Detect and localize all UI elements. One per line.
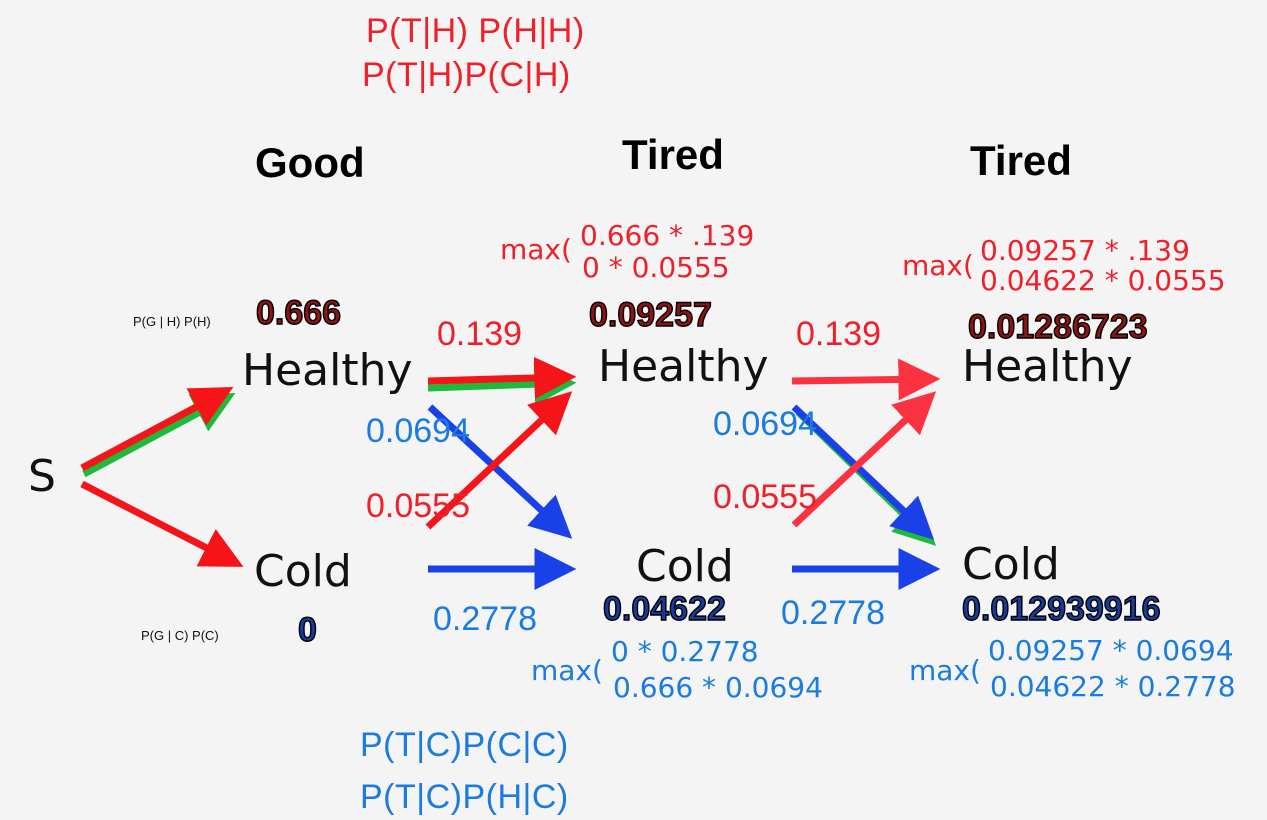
formula-top-line2: P(T|H)P(C|H) <box>362 56 571 94</box>
step1-cold-state: Cold <box>254 546 352 597</box>
step2-healthy-value: 0.09257 <box>588 296 712 334</box>
step3-cold-value: 0.012939916 <box>961 590 1161 628</box>
step2-healthy-max-line1: 0.666 * .139 <box>580 219 755 252</box>
step1-healthy-note: P(G | H) P(H) <box>133 314 211 329</box>
transition-cc-label-2: 0.2778 <box>781 594 885 632</box>
arrow-start-to-healthy <box>80 387 234 472</box>
arrow-start-to-cold <box>80 480 244 567</box>
arrow-c2-to-h3 <box>791 391 937 528</box>
step2-healthy-max-line2: 0 * 0.0555 <box>582 251 730 284</box>
step3-cold-max-line2: 0.04622 * 0.2778 <box>990 670 1236 703</box>
transition-hh-label-2: 0.139 <box>796 315 882 353</box>
step2-healthy-max-label: max( <box>500 233 572 266</box>
step2-cold-max-line1: 0 * 0.2778 <box>611 635 759 668</box>
step1-cold-note: P(G | C) P(C) <box>141 628 219 643</box>
arrow-h2-to-h3 <box>791 358 941 401</box>
observation-1: Good <box>255 139 365 186</box>
step2-cold-value: 0.04622 <box>602 590 726 628</box>
step1-healthy-state: Healthy <box>242 345 413 396</box>
transition-ch-label-2: 0.0555 <box>713 478 817 516</box>
arrow-h1-to-h2 <box>427 356 577 399</box>
transition-hh-label-1: 0.139 <box>437 315 523 353</box>
transition-hc-label-1: 0.0694 <box>366 412 470 450</box>
observation-2: Tired <box>622 131 724 178</box>
arrow-h2-to-c3 <box>791 404 935 540</box>
transition-ch-label-1: 0.0555 <box>366 487 470 525</box>
start-node: S <box>28 451 56 502</box>
formula-bottom-line2: P(T|C)P(H|C) <box>360 778 569 816</box>
step2-healthy-state: Healthy <box>598 341 769 392</box>
step3-cold-max-line1: 0.09257 * 0.0694 <box>988 634 1234 667</box>
step3-healthy-value: 0.01286723 <box>967 308 1148 346</box>
arrow-h1-to-c2 <box>427 404 573 539</box>
step3-healthy-max-label: max( <box>902 249 974 282</box>
step3-healthy-state: Healthy <box>962 341 1133 392</box>
arrow-c1-to-h2 <box>425 391 573 530</box>
step1-healthy-value: 0.666 <box>255 294 342 332</box>
formula-top-line1: P(T|H) P(H|H) <box>366 12 585 50</box>
step1-cold-value: 0 <box>297 611 317 649</box>
step3-cold-state: Cold <box>962 539 1060 590</box>
arrow-start-to-healthy-highlight <box>82 393 236 478</box>
step3-cold-max-label: max( <box>909 654 981 687</box>
transition-cc-label-1: 0.2778 <box>433 600 537 638</box>
step3-healthy-max-line1: 0.09257 * .139 <box>980 234 1190 267</box>
observation-3: Tired <box>970 137 1072 184</box>
step2-cold-state: Cold <box>636 541 734 592</box>
step3-healthy-max-line2: 0.04622 * 0.0555 <box>980 264 1226 297</box>
formula-bottom-line1: P(T|C)P(C|C) <box>360 726 569 764</box>
transition-hc-label-2: 0.0694 <box>713 405 817 443</box>
step2-cold-max-label: max( <box>531 654 603 687</box>
step2-cold-max-line2: 0.666 * 0.0694 <box>613 671 823 704</box>
